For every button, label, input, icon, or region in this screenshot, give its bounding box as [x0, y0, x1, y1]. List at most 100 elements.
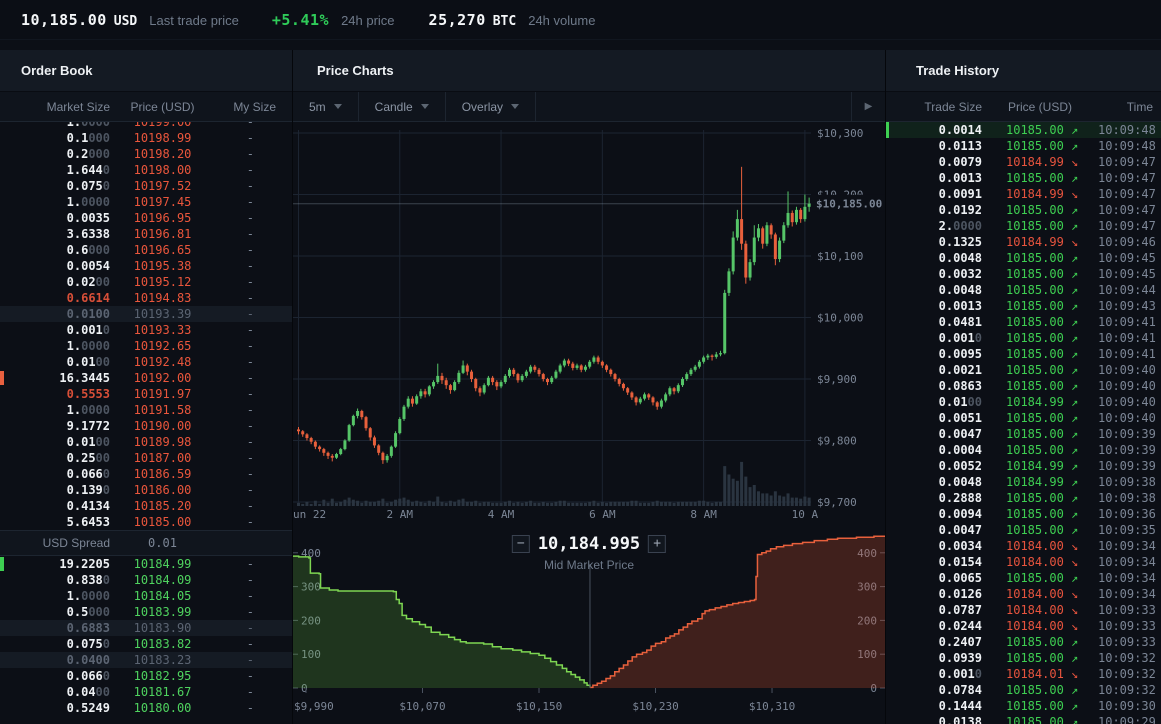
market-size-cell: 0.0660	[66, 669, 110, 683]
ask-row[interactable]: 0.2500 10187.00 -	[0, 450, 292, 466]
ask-row[interactable]: 1.0000 10191.58 -	[0, 402, 292, 418]
trade-time-cell: 10:09:43	[1098, 299, 1156, 313]
ask-row[interactable]: 1.6440 10198.00 -	[0, 162, 292, 178]
bid-row[interactable]: 19.2205 10184.99 -	[0, 556, 292, 572]
volume-bar	[465, 501, 469, 506]
candle-body	[706, 355, 710, 358]
candle-body	[398, 418, 402, 434]
volume-bar	[634, 500, 638, 506]
trade-history-panel: Trade History Trade Size Price (USD) Tim…	[886, 50, 1161, 724]
mid-market-price-value: 10,184.995	[537, 534, 641, 554]
ask-row[interactable]: 0.0010 10193.33 -	[0, 322, 292, 338]
price-cell: 10184.99	[133, 557, 192, 571]
collapse-panel-arrow-icon[interactable]: ▶	[851, 92, 885, 121]
volume-bar	[508, 500, 511, 506]
depth-y-label-right: 100	[857, 648, 877, 661]
my-size-cell: -	[246, 227, 254, 241]
ask-row[interactable]: 0.0750 10197.52 -	[0, 178, 292, 194]
depth-y-label-left: 100	[301, 648, 321, 661]
ask-row[interactable]: 0.6614 10194.83 -	[0, 290, 292, 306]
candle-body	[765, 225, 769, 244]
depth-y-label-right: 0	[870, 682, 877, 695]
my-size-cell: -	[246, 669, 254, 683]
ask-row[interactable]: 0.4134 10185.20 -	[0, 498, 292, 514]
order-book-title: Order Book	[21, 63, 93, 78]
bid-row[interactable]: 0.0400 10183.23 -	[0, 652, 292, 668]
candle-body	[415, 396, 419, 404]
ask-row[interactable]: 1.0000 10199.00 -	[0, 122, 292, 130]
volume-bar	[486, 501, 490, 506]
mid-market-increment-button[interactable]: +	[648, 535, 667, 553]
depth-chart[interactable]: − 10,184.995 + Mid Market Price 40040030…	[293, 524, 885, 724]
y-axis-tick-label: $9,700	[817, 496, 857, 509]
bid-row[interactable]: 0.0660 10182.95 -	[0, 668, 292, 684]
ask-row[interactable]: 0.0100 10192.48 -	[0, 354, 292, 370]
overlay-dropdown[interactable]: Overlay	[446, 92, 537, 121]
bid-row[interactable]: 0.0400 10181.67 -	[0, 684, 292, 700]
overlay-value: Overlay	[461, 99, 504, 114]
y-axis-tick-label: $9,900	[817, 373, 857, 386]
ask-row[interactable]: 0.0200 10195.12 -	[0, 274, 292, 290]
trade-size-cell: 0.0138	[938, 715, 982, 724]
ask-row[interactable]: 0.1390 10186.00 -	[0, 482, 292, 498]
y-axis-tick-label: $9,800	[817, 435, 857, 448]
trade-time-cell: 10:09:40	[1098, 395, 1156, 409]
trade-time-cell: 10:09:39	[1098, 443, 1156, 457]
bid-row[interactable]: 0.5249 10180.00 -	[0, 700, 292, 716]
trade-size-cell: 0.0192	[938, 203, 982, 217]
mid-market-control: − 10,184.995 + Mid Market Price	[511, 534, 667, 572]
candlestick-chart[interactable]: $10,300$10,200$10,100$10,000$9,900$9,800…	[293, 122, 885, 524]
ask-row[interactable]: 1.0000 10197.45 -	[0, 194, 292, 210]
my-size-cell: -	[246, 211, 254, 225]
trade-time-cell: 10:09:34	[1098, 555, 1156, 569]
ask-row[interactable]: 16.3445 10192.00 -	[0, 370, 292, 386]
my-size-cell: -	[246, 653, 254, 667]
ask-row[interactable]: 1.0000 10192.65 -	[0, 338, 292, 354]
timeframe-dropdown[interactable]: 5m	[293, 92, 359, 121]
bid-row[interactable]: 0.8380 10184.09 -	[0, 572, 292, 588]
trade-row: 0.2407 10185.00 ↗ 10:09:33	[886, 634, 1161, 650]
trade-price-cell: 10185.00 ↗	[1006, 507, 1079, 521]
ask-row[interactable]: 3.6338 10196.81 -	[0, 226, 292, 242]
trade-price-cell: 10184.00 ↘	[1006, 603, 1079, 617]
depth-x-label: $10,150	[516, 700, 562, 713]
candle-body	[516, 374, 520, 381]
market-size-cell: 0.1000	[66, 131, 110, 145]
candle-body	[558, 365, 562, 372]
my-size-cell: -	[246, 307, 254, 321]
trade-size-cell: 0.0094	[938, 507, 982, 521]
ask-row[interactable]: 0.1000 10198.99 -	[0, 130, 292, 146]
ask-row[interactable]: 0.0054 10195.38 -	[0, 258, 292, 274]
depth-x-label: $10,070	[399, 700, 445, 713]
col-market-size: Market Size	[46, 99, 110, 114]
volume-bar	[575, 502, 579, 506]
price-charts-title: Price Charts	[317, 63, 394, 78]
bid-row[interactable]: 0.5000 10183.99 -	[0, 604, 292, 620]
last-trade-price-group: 10,185.00 USD Last trade price	[21, 11, 239, 29]
bid-row[interactable]: 0.0750 10183.82 -	[0, 636, 292, 652]
volume-bar	[368, 501, 372, 506]
ask-row[interactable]: 0.0100 10193.39 -	[0, 306, 292, 322]
market-size-cell: 1.0000	[66, 122, 110, 129]
market-size-cell: 1.0000	[66, 403, 110, 417]
ask-row[interactable]: 0.2000 10198.20 -	[0, 146, 292, 162]
bid-row[interactable]: 1.0000 10184.05 -	[0, 588, 292, 604]
volume-bar	[689, 501, 693, 506]
bid-row[interactable]: 0.6883 10183.90 -	[0, 620, 292, 636]
ask-row[interactable]: 5.6453 10185.00 -	[0, 514, 292, 530]
ask-row[interactable]: 9.1772 10190.00 -	[0, 418, 292, 434]
volume-bar	[558, 500, 562, 506]
volume-bar	[803, 496, 807, 506]
bid-depth-area	[293, 556, 590, 688]
volume-bar	[356, 500, 360, 506]
mid-market-decrement-button[interactable]: −	[511, 535, 530, 553]
volume-bar	[541, 501, 545, 506]
ask-row[interactable]: 0.0035 10196.95 -	[0, 210, 292, 226]
ask-row[interactable]: 0.5553 10191.97 -	[0, 386, 292, 402]
my-size-cell: -	[246, 621, 254, 635]
volume-bar	[685, 501, 689, 506]
chart-type-dropdown[interactable]: Candle	[359, 92, 446, 121]
ask-row[interactable]: 0.0660 10186.59 -	[0, 466, 292, 482]
ask-row[interactable]: 0.6000 10196.65 -	[0, 242, 292, 258]
ask-row[interactable]: 0.0100 10189.98 -	[0, 434, 292, 450]
